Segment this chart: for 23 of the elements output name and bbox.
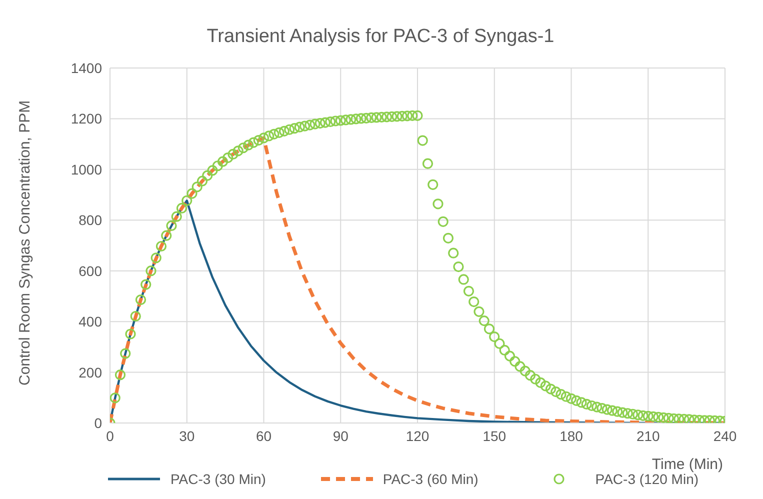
x-tick-label: 90 (332, 428, 349, 444)
x-tick-label: 210 (636, 428, 660, 444)
y-tick-label: 1000 (70, 161, 102, 178)
y-tick-label: 600 (78, 262, 102, 279)
legend-label: PAC-3 (60 Min) (382, 471, 478, 487)
chart-title: Transient Analysis for PAC-3 of Syngas-1 (206, 25, 556, 49)
x-tick-label: 240 (713, 428, 737, 444)
x-axis-title: Time (Min) (652, 456, 723, 473)
y-axis-title: Control Room Syngas Concentration, PPM (16, 100, 34, 386)
y-tick-label: 1400 (70, 60, 102, 76)
x-tick-label: 120 (406, 428, 430, 444)
x-tick-label: 0 (106, 428, 114, 444)
y-tick-label: 200 (78, 364, 102, 380)
y-tick-label: 1200 (70, 110, 102, 127)
x-tick-label: 150 (482, 428, 506, 444)
x-tick-label: 60 (256, 428, 272, 444)
y-tick-label: 0 (94, 414, 102, 431)
x-tick-label: 30 (179, 428, 195, 444)
y-tick-label: 400 (78, 314, 102, 330)
x-tick-label: 180 (560, 428, 584, 444)
legend-label: PAC-3 (30 Min) (169, 471, 266, 487)
legend-label: PAC-3 (120 Min) (594, 471, 699, 487)
y-tick-label: 800 (78, 212, 102, 228)
